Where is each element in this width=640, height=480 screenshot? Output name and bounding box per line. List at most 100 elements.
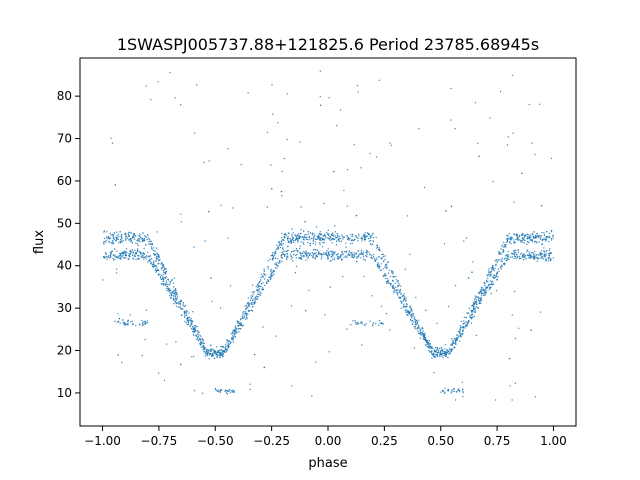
data-point	[221, 351, 224, 353]
data-point	[350, 324, 352, 326]
data-point	[309, 243, 311, 245]
data-point	[428, 344, 430, 347]
data-point	[232, 341, 234, 343]
data-point	[158, 372, 160, 374]
data-point	[391, 272, 394, 275]
data-point	[121, 233, 123, 236]
data-point	[292, 250, 294, 253]
data-point	[364, 238, 366, 241]
data-point	[320, 253, 322, 255]
data-point	[459, 391, 461, 393]
data-point	[458, 389, 461, 392]
data-point	[135, 252, 137, 254]
data-point	[521, 256, 524, 258]
data-point	[529, 239, 532, 241]
data-point	[356, 321, 358, 323]
x-tick-label: 0.00	[315, 434, 342, 448]
data-point	[129, 253, 132, 255]
data-point	[176, 296, 179, 298]
data-point	[477, 142, 479, 144]
data-point	[342, 254, 344, 256]
data-point	[487, 275, 489, 277]
data-point	[136, 243, 139, 245]
data-point	[149, 255, 152, 257]
data-point	[372, 240, 374, 242]
data-point	[299, 247, 301, 250]
data-point	[150, 246, 153, 248]
data-point	[280, 241, 283, 243]
data-point	[140, 253, 142, 255]
data-point	[243, 310, 245, 313]
data-point	[259, 294, 262, 297]
data-point	[462, 390, 464, 392]
data-point	[132, 233, 135, 236]
data-point	[514, 256, 517, 258]
data-point	[485, 291, 487, 294]
data-point	[128, 253, 130, 255]
data-point	[328, 97, 330, 99]
data-point	[169, 295, 171, 297]
data-point	[180, 308, 183, 310]
data-point	[392, 270, 394, 273]
data-point	[191, 320, 194, 323]
data-point	[297, 250, 299, 252]
data-point	[102, 279, 104, 281]
data-point	[301, 252, 304, 254]
data-point	[172, 298, 175, 300]
data-point	[111, 142, 114, 144]
data-point	[257, 291, 259, 293]
data-point	[479, 290, 481, 293]
data-point	[452, 341, 455, 343]
data-point	[168, 288, 170, 290]
data-point	[123, 252, 125, 255]
data-point	[374, 260, 376, 262]
data-point	[524, 234, 526, 237]
data-point	[203, 351, 205, 353]
data-point	[357, 91, 359, 93]
data-point	[426, 339, 429, 342]
data-point	[270, 278, 272, 280]
data-point	[329, 250, 332, 253]
data-point	[222, 350, 225, 353]
data-point	[504, 263, 506, 265]
data-point	[473, 303, 476, 305]
data-point	[210, 350, 213, 352]
data-point	[303, 239, 305, 241]
data-point	[509, 239, 511, 241]
data-point	[156, 258, 158, 261]
data-point	[520, 241, 522, 243]
data-point	[200, 344, 202, 346]
data-point	[428, 340, 431, 342]
data-point	[465, 316, 467, 319]
data-point	[289, 253, 291, 256]
data-point	[331, 234, 333, 236]
data-point	[457, 389, 459, 391]
data-point	[416, 320, 418, 322]
data-point	[455, 340, 457, 342]
data-point	[336, 234, 339, 236]
data-point	[157, 269, 159, 272]
data-point	[220, 345, 222, 348]
data-point	[384, 273, 386, 275]
data-point	[208, 354, 211, 356]
data-point	[351, 255, 353, 257]
data-point	[229, 285, 232, 287]
data-point	[312, 256, 314, 259]
data-point	[444, 387, 446, 389]
data-point	[311, 232, 314, 234]
data-point	[412, 321, 415, 323]
data-point	[517, 256, 519, 258]
data-point	[460, 320, 462, 323]
data-point	[164, 271, 166, 274]
data-point	[137, 244, 139, 247]
data-point	[418, 128, 420, 130]
data-point	[291, 385, 293, 387]
data-point	[543, 250, 545, 252]
data-point	[337, 253, 339, 255]
data-point	[304, 221, 306, 223]
data-point	[378, 265, 381, 267]
data-point	[462, 391, 464, 394]
data-point	[396, 294, 399, 296]
data-point	[526, 251, 528, 253]
data-point	[375, 236, 377, 239]
